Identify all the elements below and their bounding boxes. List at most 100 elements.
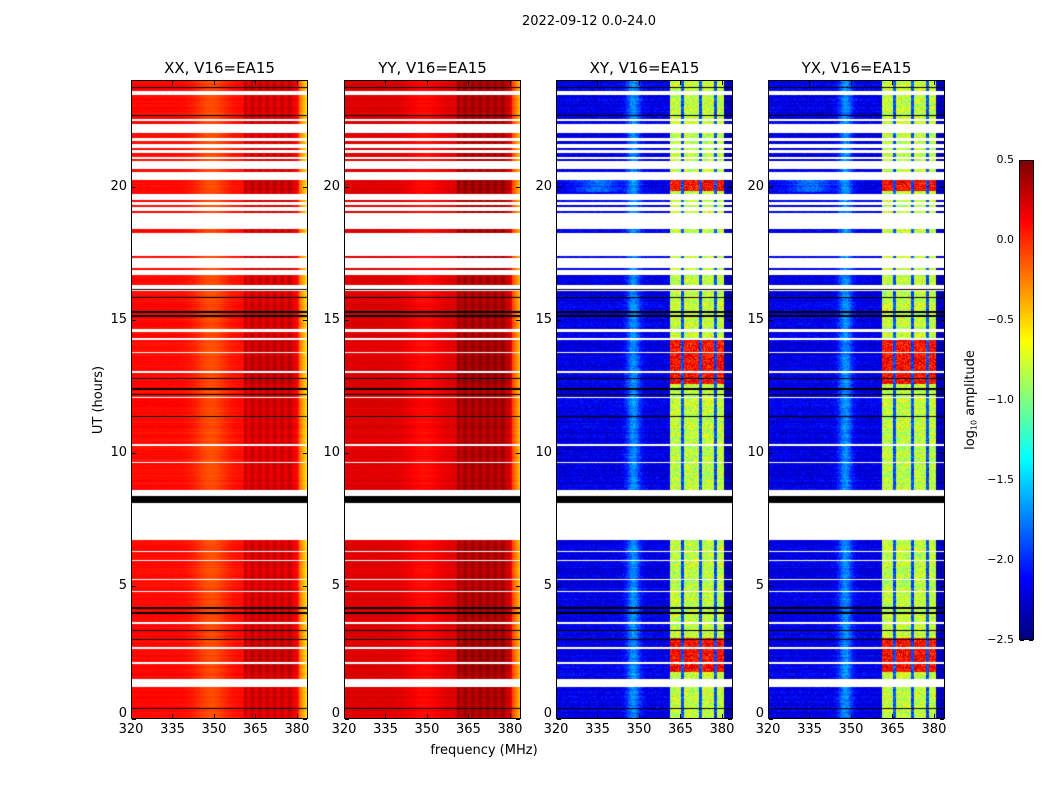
y-tick-label: 20 (323, 178, 340, 194)
y-tick-mark (940, 585, 944, 587)
y-tick-mark (303, 719, 307, 720)
y-tick-mark (345, 585, 349, 587)
y-tick-label: 15 (535, 311, 552, 327)
y-tick-mark (769, 585, 773, 587)
x-tick-mark (344, 81, 345, 85)
y-tick-mark (345, 452, 349, 454)
y-tick-mark (345, 719, 349, 720)
y-tick-mark (516, 319, 520, 321)
panel-title: XX, V16=EA15 (164, 59, 275, 77)
y-tick-mark (132, 719, 136, 720)
y-tick-mark (345, 186, 349, 188)
x-tick-label: 335 (373, 722, 398, 737)
x-tick-mark (892, 714, 894, 718)
x-tick-mark (426, 81, 428, 85)
x-tick-label: 365 (880, 722, 905, 737)
colorbar-tick-mark (1020, 640, 1024, 641)
figure-title: 2022-09-12 0.0-24.0 (522, 14, 656, 29)
x-tick-mark (809, 81, 811, 85)
x-tick-mark (344, 714, 345, 718)
y-tick-mark (940, 452, 944, 454)
y-tick-label: 15 (110, 311, 127, 327)
colorbar-label-main: log (963, 430, 978, 450)
x-tick-label: 365 (243, 722, 268, 737)
colorbar-tick-label: −1.0 (987, 393, 1014, 406)
y-tick-mark (516, 186, 520, 188)
y-tick-mark (728, 319, 732, 321)
x-tick-label: 380 (284, 722, 310, 737)
x-tick-mark (556, 714, 557, 718)
y-tick-mark (132, 319, 136, 321)
x-tick-mark (721, 81, 723, 85)
colorbar-tick-label: −2.5 (987, 633, 1014, 646)
x-tick-mark (638, 81, 640, 85)
heatmap-panel-yy (344, 80, 521, 719)
x-tick-mark (597, 81, 599, 85)
x-tick-mark (385, 714, 387, 718)
colorbar-label: log10 amplitude (963, 350, 982, 450)
x-tick-mark (509, 81, 511, 85)
y-tick-label: 0 (118, 706, 127, 721)
heatmap-image (769, 81, 944, 718)
y-tick-label: 10 (110, 444, 127, 460)
x-tick-mark (509, 714, 511, 718)
y-tick-label: 20 (747, 178, 764, 194)
y-tick-mark (132, 452, 136, 454)
x-tick-mark (768, 714, 769, 718)
y-tick-mark (769, 319, 773, 321)
heatmap-image (132, 81, 307, 718)
y-tick-label: 10 (535, 444, 552, 460)
heatmap-panel-xy (556, 80, 733, 719)
x-tick-label: 335 (585, 722, 610, 737)
x-tick-mark (172, 81, 174, 85)
panel-title: XY, V16=EA15 (589, 59, 700, 77)
x-tick-mark (468, 714, 470, 718)
panel-title: YX, V16=EA15 (801, 59, 912, 77)
x-tick-mark (680, 81, 682, 85)
heatmap-image (557, 81, 732, 718)
x-tick-mark (296, 81, 298, 85)
y-tick-mark (769, 452, 773, 454)
colorbar-tick-label: −0.5 (987, 313, 1014, 326)
y-tick-mark (728, 719, 732, 720)
y-tick-label: 5 (543, 577, 552, 593)
y-tick-label: 10 (323, 444, 340, 460)
y-tick-mark (940, 719, 944, 720)
x-tick-mark (638, 714, 640, 718)
x-tick-mark (850, 81, 852, 85)
x-tick-label: 350 (414, 722, 440, 737)
x-tick-mark (721, 714, 723, 718)
x-tick-mark (426, 714, 428, 718)
y-tick-mark (557, 319, 561, 321)
panel-title: YY, V16=EA15 (378, 59, 487, 77)
y-tick-label: 10 (747, 444, 764, 460)
y-tick-mark (557, 585, 561, 587)
y-tick-mark (345, 319, 349, 321)
colorbar-tick-label: −2.0 (987, 553, 1014, 566)
x-tick-label: 320 (543, 722, 569, 737)
x-tick-mark (255, 714, 257, 718)
y-tick-mark (303, 186, 307, 188)
heatmap-panel-xx (131, 80, 308, 719)
y-tick-label: 0 (331, 706, 340, 721)
x-tick-mark (255, 81, 257, 85)
x-tick-label: 320 (118, 722, 144, 737)
x-tick-label: 350 (201, 722, 227, 737)
x-tick-mark (468, 81, 470, 85)
y-axis-label: UT (hours) (91, 365, 106, 435)
y-tick-mark (132, 186, 136, 188)
y-tick-mark (303, 585, 307, 587)
y-tick-mark (303, 319, 307, 321)
x-axis-label: frequency (MHz) (430, 743, 538, 758)
y-tick-mark (728, 452, 732, 454)
y-tick-mark (769, 186, 773, 188)
x-tick-label: 320 (331, 722, 357, 737)
y-tick-label: 5 (331, 577, 340, 593)
x-tick-label: 365 (668, 722, 693, 737)
x-tick-label: 380 (921, 722, 947, 737)
y-tick-mark (303, 452, 307, 454)
y-tick-label: 20 (110, 178, 127, 194)
colorbar-tick-label: 0.0 (996, 233, 1015, 246)
x-tick-mark (933, 714, 935, 718)
x-tick-mark (131, 81, 132, 85)
